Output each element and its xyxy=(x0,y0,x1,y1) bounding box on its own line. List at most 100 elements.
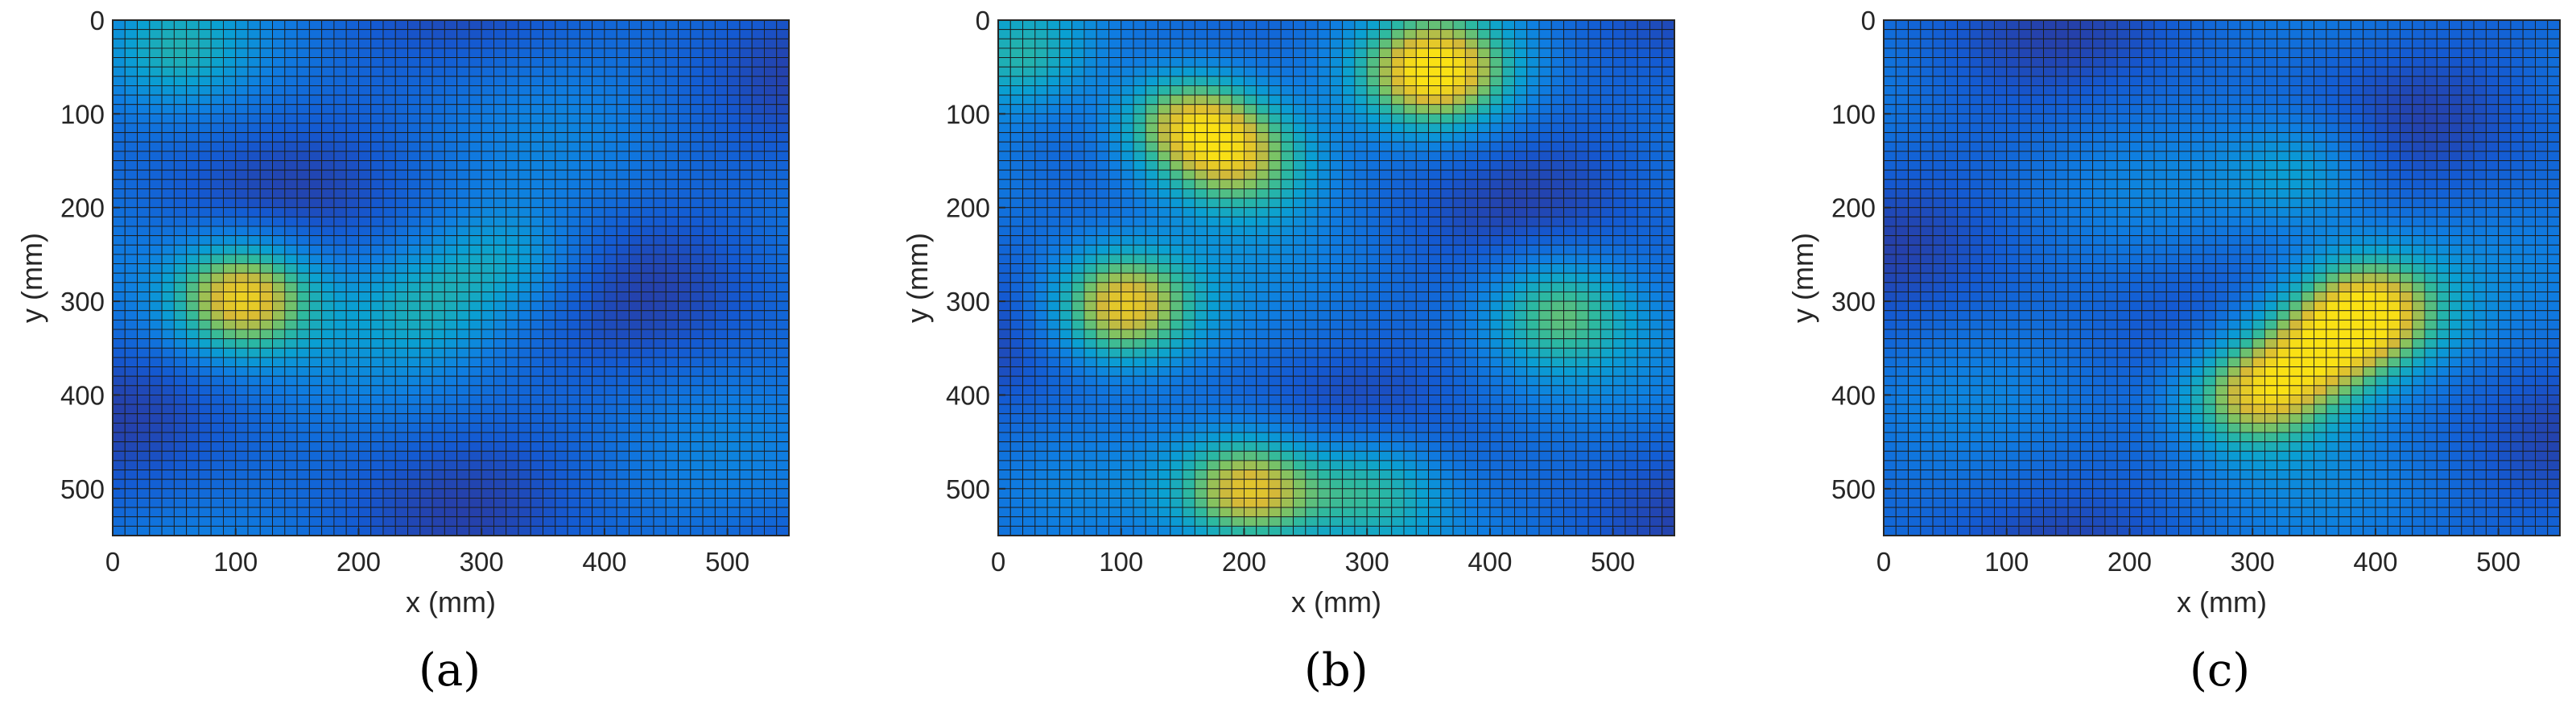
heatmap-cell xyxy=(407,338,421,349)
heatmap-cell xyxy=(308,375,323,387)
heatmap-cell xyxy=(1268,141,1282,152)
heatmap-cell xyxy=(1022,338,1036,349)
heatmap-cell xyxy=(579,375,593,387)
heatmap-cell xyxy=(210,300,224,312)
heatmap-cell xyxy=(1071,179,1085,189)
heatmap-cell xyxy=(567,292,580,302)
heatmap-cell xyxy=(186,403,200,415)
heatmap-cell xyxy=(296,188,310,199)
heatmap-cell xyxy=(1649,319,1663,330)
heatmap-cell xyxy=(112,385,126,395)
heatmap-cell xyxy=(1452,292,1466,302)
heatmap-cell xyxy=(149,498,163,508)
heatmap-cell xyxy=(641,57,654,68)
heatmap-cell xyxy=(1268,85,1282,96)
heatmap-cell xyxy=(358,498,372,508)
heatmap-cell xyxy=(1538,169,1552,180)
heatmap-cell xyxy=(1158,216,1171,227)
heatmap-cell xyxy=(1231,197,1245,209)
heatmap-cell xyxy=(137,478,151,490)
heatmap-cell xyxy=(345,375,359,387)
heatmap-cell xyxy=(555,272,568,283)
heatmap-cell xyxy=(1489,235,1503,246)
heatmap-cell xyxy=(1477,169,1491,180)
heatmap-cell xyxy=(456,244,470,255)
heatmap-cell xyxy=(247,48,261,59)
heatmap-cell xyxy=(431,244,445,255)
heatmap-cell xyxy=(665,160,679,171)
heatmap-cell xyxy=(149,507,163,518)
heatmap-cell xyxy=(604,516,617,527)
heatmap-cell xyxy=(173,263,188,274)
heatmap-cell xyxy=(1403,76,1417,86)
heatmap-cell xyxy=(1662,254,1675,265)
heatmap-cell xyxy=(321,413,335,424)
heatmap-cell xyxy=(345,357,359,368)
heatmap-cell xyxy=(1514,197,1528,209)
heatmap-cell xyxy=(567,29,580,39)
heatmap-cell xyxy=(284,366,298,377)
heatmap-cell xyxy=(739,338,753,349)
heatmap-cell xyxy=(751,470,765,480)
heatmap-cell xyxy=(149,19,163,31)
heatmap-cell xyxy=(198,244,212,255)
heatmap-cell xyxy=(579,226,593,237)
heatmap-cell xyxy=(1366,226,1380,237)
heatmap-cell xyxy=(370,366,384,377)
heatmap-cell xyxy=(382,160,396,171)
heatmap-cell xyxy=(284,413,298,424)
heatmap-cell xyxy=(198,300,212,312)
heatmap-cell xyxy=(370,507,384,518)
heatmap-cell xyxy=(1096,310,1109,321)
heatmap-cell xyxy=(1600,207,1614,217)
heatmap-cell xyxy=(518,38,531,49)
heatmap-cell xyxy=(1391,207,1405,217)
heatmap-cell xyxy=(616,244,630,255)
heatmap-cell xyxy=(739,235,753,246)
heatmap-cell xyxy=(1305,29,1319,39)
heatmap-cell xyxy=(186,85,200,96)
heatmap-cell xyxy=(604,38,617,49)
heatmap-cell xyxy=(1022,169,1036,180)
heatmap-cell xyxy=(1575,160,1589,171)
heatmap-cell xyxy=(592,432,605,443)
heatmap-cell xyxy=(382,141,396,152)
heatmap-cell xyxy=(481,403,494,415)
heatmap-cell xyxy=(247,292,261,302)
heatmap-cell xyxy=(1108,57,1122,68)
heatmap-cell xyxy=(186,385,200,395)
heatmap-cell xyxy=(1612,122,1626,134)
heatmap-cell xyxy=(370,179,384,189)
heatmap-cell xyxy=(431,19,445,31)
heatmap-cell xyxy=(1268,244,1282,255)
heatmap-cell xyxy=(1194,329,1208,340)
heatmap-cell xyxy=(1022,188,1036,199)
heatmap-cell xyxy=(1305,310,1319,321)
heatmap-cell xyxy=(210,226,224,237)
heatmap-cell xyxy=(419,478,433,490)
heatmap-cell xyxy=(296,375,310,387)
heatmap-cell xyxy=(1354,226,1368,237)
heatmap-cell xyxy=(579,516,593,527)
heatmap-cell xyxy=(739,422,753,433)
heatmap-cell xyxy=(481,104,494,114)
heatmap-cell xyxy=(161,104,175,114)
heatmap-cell xyxy=(1207,319,1220,330)
heatmap-cell xyxy=(1158,85,1171,96)
heatmap-cell xyxy=(1624,338,1638,349)
heatmap-cell xyxy=(210,188,224,199)
heatmap-cell xyxy=(751,300,765,312)
heatmap-cell xyxy=(776,413,790,424)
heatmap-cell xyxy=(259,272,273,283)
heatmap-cell xyxy=(1268,207,1282,217)
heatmap-cell xyxy=(1662,244,1675,255)
heatmap-cell xyxy=(1600,66,1614,77)
heatmap-cell xyxy=(1194,169,1208,180)
heatmap-cell xyxy=(137,525,151,536)
heatmap-cell xyxy=(149,470,163,480)
heatmap-cell xyxy=(394,422,408,433)
heatmap-cell xyxy=(259,375,273,387)
heatmap-cell xyxy=(506,413,519,424)
heatmap-cell xyxy=(1600,76,1614,86)
heatmap-cell xyxy=(629,160,642,171)
